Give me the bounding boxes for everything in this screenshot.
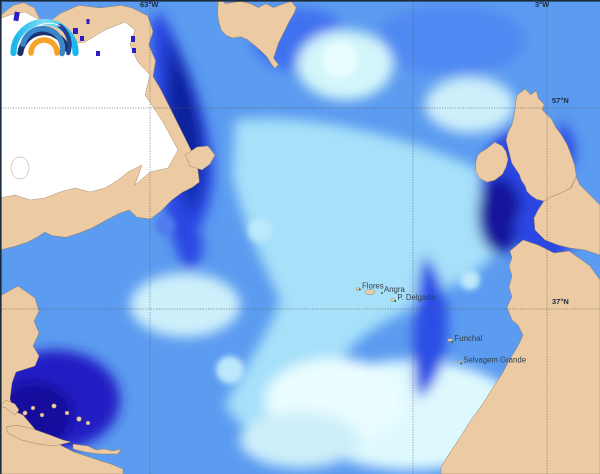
svg-text:P. Delgada: P. Delgada <box>397 293 435 302</box>
svg-text:Funchal: Funchal <box>455 334 483 343</box>
svg-text:63°W: 63°W <box>140 0 159 9</box>
svg-text:3°W: 3°W <box>535 0 550 9</box>
svg-text:37°N: 37°N <box>552 297 569 306</box>
svg-text:57°N: 57°N <box>552 96 569 105</box>
svg-text:Selvagem Grande: Selvagem Grande <box>463 356 526 365</box>
svg-text:Flores: Flores <box>362 282 384 291</box>
